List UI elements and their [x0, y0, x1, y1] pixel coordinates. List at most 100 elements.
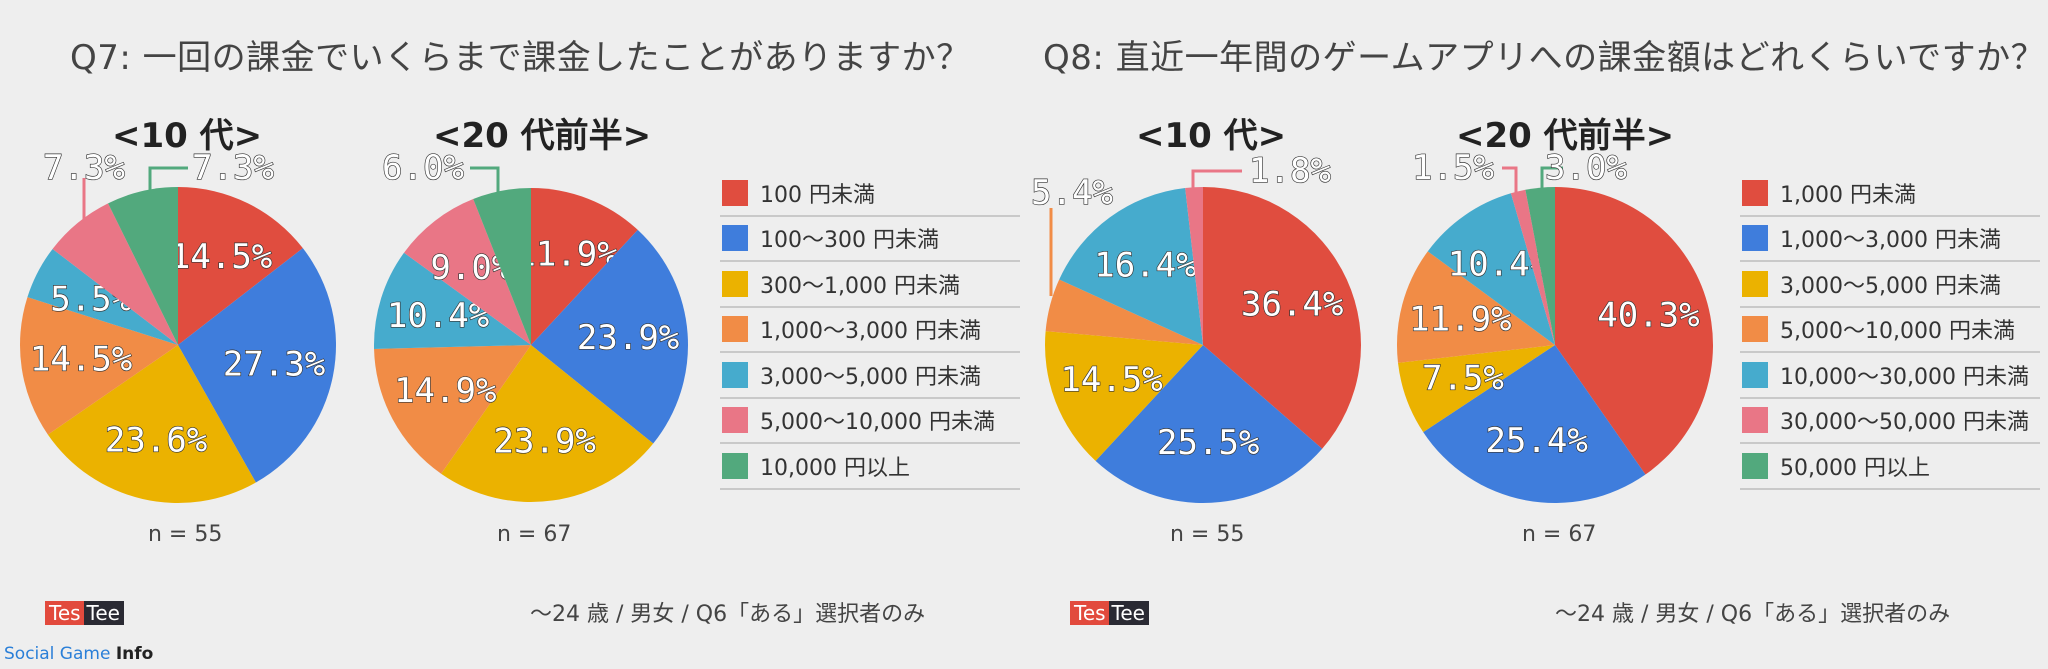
legend-item: 1,000〜3,000 円未満: [720, 308, 1020, 353]
legend-label: 3,000〜5,000 円未満: [1780, 273, 2001, 299]
pie-title-q8-10s: <10 代>: [1136, 116, 1287, 156]
social-game-info-watermark: Social Game Info: [4, 644, 153, 664]
legend-swatch: [1742, 452, 1768, 479]
legend-item: 3,000〜5,000 円未満: [720, 353, 1020, 399]
n-label-q7-20s: n = 67: [497, 522, 572, 547]
legend-swatch: [722, 179, 748, 206]
pie-slice: [178, 187, 303, 345]
slice-label: 7.3%: [43, 148, 125, 188]
legend-swatch: [722, 452, 748, 479]
legend-label: 3,000〜5,000 円未満: [760, 364, 981, 390]
n-label-q8-10s: n = 55: [1170, 522, 1245, 547]
legend-item: 1,000 円未満: [1740, 171, 2040, 217]
legend-label: 300〜1,000 円未満: [760, 273, 960, 299]
legend-swatch: [1742, 316, 1768, 343]
q8-title: Q8: 直近一年間のゲームアプリへの課金額はどれくらいですか？: [1043, 38, 2046, 78]
q7-title: Q7: 一回の課金でいくらまで課金したことがありますか？: [70, 38, 971, 78]
q8-footnote: 〜24 歳 / 男女 / Q6「ある」選択者のみ: [1555, 602, 1951, 627]
n-label-q8-20s: n = 67: [1522, 522, 1597, 547]
pie-slice: [27, 248, 179, 345]
slice-label: 1.5%: [1412, 148, 1494, 188]
legend-swatch: [722, 270, 748, 297]
legend-label: 5,000〜10,000 円未満: [760, 410, 995, 436]
legend-q8: 1,000 円未満 1,000〜3,000 円未満 3,000〜5,000 円未…: [1740, 171, 2040, 490]
legend-item: 5,000〜10,000 円未満: [1740, 308, 2040, 353]
pie-slice: [1396, 251, 1555, 363]
testee-logo: Tes Tee: [45, 601, 124, 625]
legend-swatch: [1742, 407, 1768, 434]
logo-part-tee: Tee: [1108, 601, 1149, 625]
legend-label: 30,000〜50,000 円未満: [1780, 410, 2029, 436]
legend-swatch: [1742, 225, 1768, 252]
legend-label: 1,000〜3,000 円未満: [760, 319, 981, 345]
legend-swatch: [722, 361, 748, 388]
pie-slice: [1045, 279, 1203, 345]
leader-line: [148, 166, 188, 190]
pie-slice: [47, 345, 256, 503]
legend-item: 3,000〜5,000 円未満: [1740, 262, 2040, 308]
logo-part-tes: Tes: [1070, 601, 1109, 625]
pie-slice: [178, 248, 336, 483]
slice-label: 16.4%: [1094, 246, 1196, 286]
slice-label: 11.9%: [515, 234, 617, 274]
q7-footnote: 〜24 歳 / 男女 / Q6「ある」選択者のみ: [530, 602, 926, 627]
pie-slice: [1555, 187, 1714, 475]
watermark-part2: Info: [115, 644, 154, 664]
legend-label: 5,000〜10,000 円未満: [1780, 319, 2015, 345]
slice-label: 14.5%: [30, 339, 132, 379]
legend-item: 10,000〜30,000 円未満: [1740, 353, 2040, 399]
pie-slice: [1398, 345, 1555, 433]
n-label-q7-10s: n = 55: [148, 522, 223, 547]
pie-slice: [1044, 331, 1203, 461]
legend-label: 50,000 円以上: [1780, 455, 1930, 481]
pie-title-q7-10s: <10 代>: [112, 116, 263, 156]
legend-label: 10,000〜30,000 円未満: [1780, 364, 2029, 390]
slice-label: 11.9%: [1409, 300, 1511, 340]
slice-label: 5.4%: [1031, 173, 1113, 213]
legend-item: 30,000〜50,000 円未満: [1740, 399, 2040, 444]
pie-slice: [1427, 193, 1555, 345]
slice-label: 3.0%: [1545, 148, 1627, 188]
legend-swatch: [1742, 179, 1768, 206]
pie-slice: [1059, 188, 1203, 345]
slice-label: 6.0%: [382, 148, 464, 188]
pie-slice: [1525, 187, 1555, 345]
slice-label: 23.6%: [105, 420, 207, 460]
slice-label: 7.3%: [192, 148, 274, 188]
legend-item: 50,000 円以上: [1740, 444, 2040, 490]
legend-label: 100〜300 円未満: [760, 228, 939, 254]
slice-label: 14.9%: [394, 371, 496, 411]
legend-item: 1,000〜3,000 円未満: [1740, 217, 2040, 262]
pie-slice: [1510, 189, 1555, 345]
legend-item: 5,000〜10,000 円未満: [720, 399, 1020, 444]
slice-label: 7.5%: [1422, 358, 1504, 398]
logo-part-tee: Tee: [83, 601, 124, 625]
testee-logo: Tes Tee: [1070, 601, 1149, 625]
legend-q7: 100 円未満 100〜300 円未満 300〜1,000 円未満 1,000〜…: [720, 171, 1020, 490]
leader-line: [1191, 169, 1242, 195]
pie-slice: [1423, 345, 1646, 504]
slice-label: 1.8%: [1249, 151, 1331, 191]
slice-label: 27.3%: [223, 344, 325, 384]
slice-label: 40.3%: [1597, 296, 1699, 336]
legend-swatch: [722, 225, 748, 252]
leader-line: [1502, 166, 1518, 196]
slice-label: 14.5%: [1060, 360, 1162, 400]
slice-label: 25.5%: [1157, 423, 1259, 463]
pie-slice: [108, 187, 178, 345]
pie-slice: [52, 203, 179, 345]
pie-slice: [531, 229, 688, 444]
pie-slice: [531, 188, 638, 345]
leader-line: [1540, 166, 1563, 196]
legend-item: 100〜300 円未満: [720, 217, 1020, 262]
logo-part-tes: Tes: [45, 601, 84, 625]
slice-label: 14.5%: [170, 237, 272, 277]
legend-label: 1,000〜3,000 円未満: [1780, 228, 2001, 254]
watermark-part1: Social Game: [4, 644, 116, 664]
pie-slice: [374, 345, 531, 474]
pie-slice: [1203, 187, 1361, 449]
slice-label: 23.9%: [577, 318, 679, 358]
pie-slice: [441, 345, 654, 502]
leader-line: [470, 166, 500, 196]
pie-slice: [374, 252, 531, 349]
